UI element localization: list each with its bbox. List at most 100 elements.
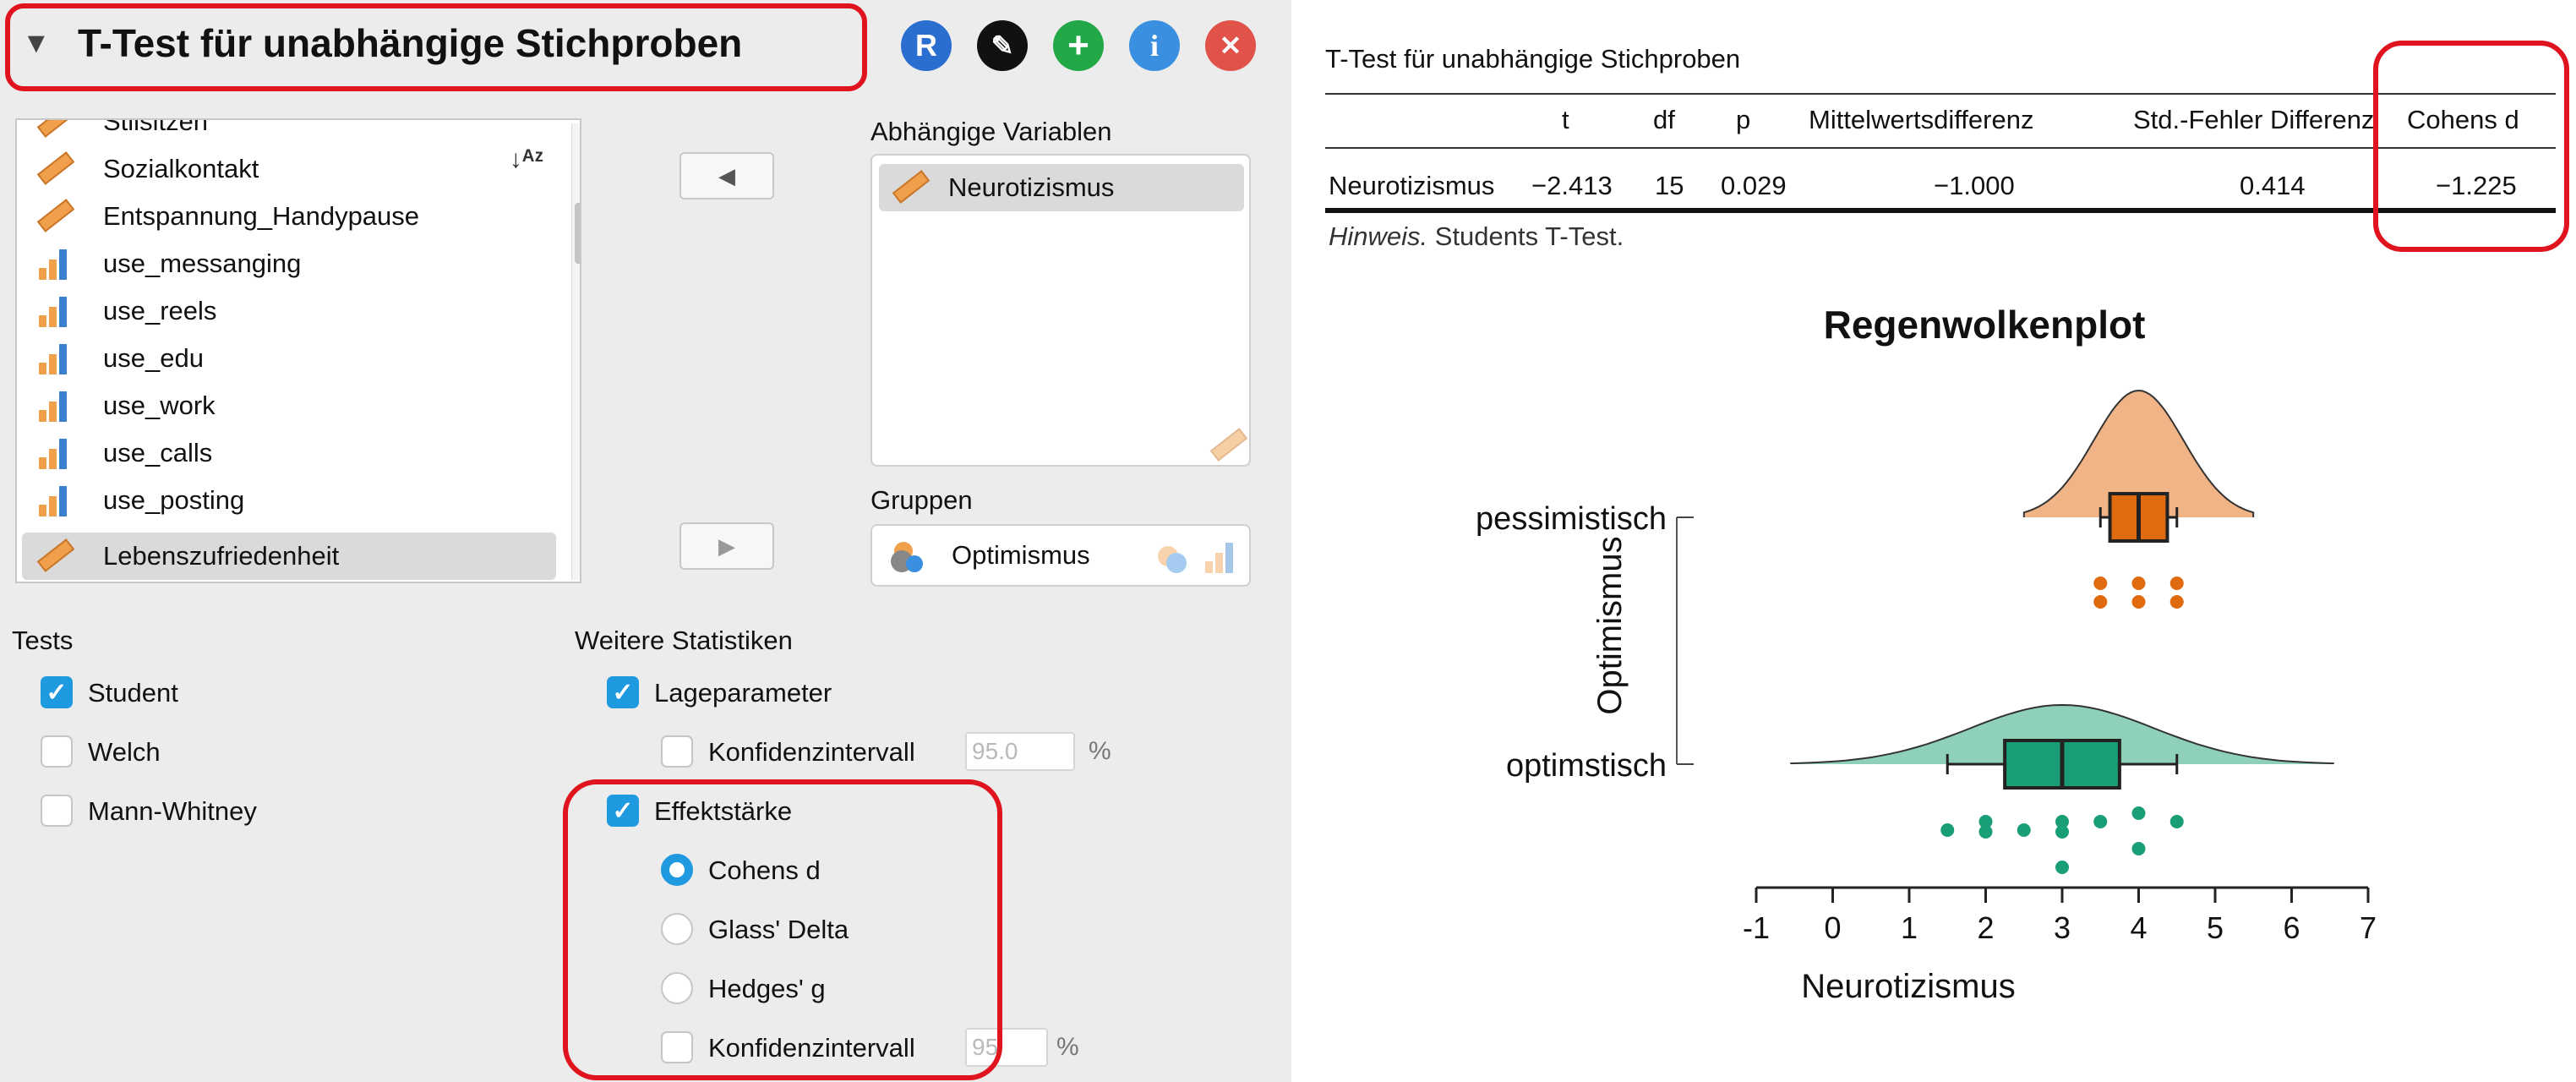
location-ci-percent: % (1089, 737, 1111, 765)
edit-title-button[interactable]: ✎ (977, 20, 1028, 71)
data-point-optimstisch (1978, 825, 1993, 839)
variable-item-use-posting[interactable]: use_posting (17, 477, 558, 524)
nominal-venn-icon (891, 537, 933, 574)
dependent-variable-label: Neurotizismus (948, 172, 1115, 202)
data-point-optimstisch (1978, 815, 1993, 828)
data-point-pessimistisch (2131, 595, 2146, 609)
ordinal-bars-icon (34, 244, 78, 283)
cohens-d-radio[interactable] (661, 854, 693, 886)
raincloud-plot: Regenwolkenplot pessimistisch optimstisch… (1476, 303, 2377, 1005)
plus-icon: + (1067, 25, 1089, 66)
col-header-cohens-d: Cohens d (2407, 105, 2519, 134)
scale-ruler-icon (889, 168, 933, 207)
effect-size-checkbox[interactable]: ✓ (607, 795, 639, 827)
variable-label: use_messanging (103, 249, 302, 278)
x-tick-label: 7 (2360, 910, 2377, 945)
additional-statistics-label: Weitere Statistiken (575, 626, 793, 655)
info-button[interactable]: i (1129, 20, 1180, 71)
row-variable: Neurotizismus (1329, 171, 1495, 200)
dependent-variables-box[interactable]: Neurotizismus (870, 154, 1251, 467)
allowed-types-icon (1158, 538, 1242, 577)
grouping-variable-label: Gruppen (870, 485, 973, 515)
analysis-title: T-Test für unabhängige Stichproben (78, 21, 743, 65)
cohens-d-label: Cohens d (708, 855, 821, 885)
mann-whitney-label: Mann-Whitney (88, 796, 257, 826)
data-point-optimstisch (2093, 815, 2108, 828)
scale-type-hint-icon (1207, 426, 1248, 462)
variable-item-use-reels[interactable]: use_reels (17, 287, 558, 335)
data-point-pessimistisch (2093, 577, 2108, 590)
ordinal-bars-icon (34, 481, 78, 520)
data-point-pessimistisch (2169, 577, 2184, 590)
y-tick-label-pessimistisch: pessimistisch (1476, 501, 1667, 537)
variable-item-stilsitzen[interactable]: Stilsitzen (17, 120, 558, 145)
variable-item-sozialkontakt[interactable]: Sozialkontakt (17, 145, 558, 193)
close-analysis-button[interactable]: ✕ (1205, 20, 1256, 71)
density-cloud-optimstisch (1790, 703, 2334, 765)
data-point-pessimistisch (2169, 595, 2184, 609)
collapse-triangle-icon[interactable]: ▼ (22, 27, 51, 59)
table-bottom-rule (1325, 208, 2556, 213)
table-header-rule (1325, 147, 2556, 149)
variable-item-use-work[interactable]: use_work (17, 382, 558, 429)
data-point-optimstisch (2055, 825, 2069, 839)
grouping-variable-value: Optimismus (952, 540, 1090, 570)
effect-ci-checkbox[interactable] (661, 1031, 693, 1063)
variable-item-use-calls[interactable]: use_calls (17, 429, 558, 477)
student-checkbox[interactable]: ✓ (41, 676, 73, 708)
location-ci-input[interactable]: 95.0 (965, 732, 1075, 771)
scale-ruler-icon (34, 150, 78, 189)
variable-list[interactable]: Stilsitzen Sozialkontakt Entspannung_Han… (15, 118, 581, 583)
data-point-optimstisch (1940, 823, 1955, 837)
variable-item-use-messanging[interactable]: use_messanging (17, 240, 558, 287)
cell-df: 15 (1655, 171, 1684, 200)
variable-label: use_reels (103, 296, 217, 325)
edit-icon: ✎ (991, 30, 1014, 61)
x-tick-label: 3 (2054, 910, 2071, 945)
variable-label: use_posting (103, 485, 245, 515)
location-parameter-checkbox[interactable]: ✓ (607, 676, 639, 708)
r-syntax-button[interactable]: R (901, 20, 952, 71)
scrollbar-thumb[interactable] (575, 203, 580, 264)
variable-item-entspannung-handypause[interactable]: Entspannung_Handypause (17, 193, 558, 240)
density-cloud-pessimistisch (2022, 389, 2255, 518)
variable-label: use_work (103, 391, 216, 420)
table-top-rule (1325, 93, 2556, 95)
variable-label: Lebenszufriedenheit (103, 541, 340, 571)
variable-list-scrollbar[interactable] (571, 123, 580, 580)
note-label: Hinweis. (1329, 221, 1428, 251)
dependent-variables-label: Abhängige Variablen (870, 117, 1112, 146)
variable-item-use-edu[interactable]: use_edu (17, 335, 558, 382)
cell-se-diff: 0.414 (2240, 171, 2306, 200)
title-highlight-box (5, 3, 867, 91)
results-panel: T-Test für unabhängige Stichproben t df … (1291, 0, 2576, 1082)
duplicate-analysis-button[interactable]: + (1053, 20, 1104, 71)
glass-delta-radio[interactable] (661, 913, 693, 945)
x-tick-label: 2 (1977, 910, 1994, 945)
variable-item-lebenszufriedenheit[interactable]: Lebenszufriedenheit (22, 533, 556, 580)
sort-az-icon[interactable]: ↓ᴬᶻ (509, 145, 544, 173)
mann-whitney-checkbox[interactable] (41, 795, 73, 827)
variable-label: use_edu (103, 343, 204, 373)
assign-group-button[interactable]: ▶ (679, 522, 774, 570)
effect-size-highlight-box (563, 779, 1002, 1080)
welch-checkbox[interactable] (41, 735, 73, 768)
col-header-p: p (1736, 105, 1751, 134)
x-tick-label: 5 (2207, 910, 2224, 945)
data-point-optimstisch (2017, 823, 2031, 837)
data-point-optimstisch (2169, 815, 2184, 828)
location-ci-checkbox[interactable] (661, 735, 693, 768)
variable-label: Sozialkontakt (103, 154, 259, 183)
dependent-variable-item[interactable]: Neurotizismus (879, 164, 1244, 211)
hedges-g-radio[interactable] (661, 972, 693, 1004)
student-label: Student (88, 678, 178, 708)
plot-title: Regenwolkenplot (1824, 303, 2146, 347)
info-icon: i (1149, 29, 1159, 63)
grouping-variable-box[interactable]: Optimismus (870, 524, 1251, 587)
close-icon: ✕ (1219, 30, 1242, 61)
location-ci-label: Konfidenzintervall (708, 737, 915, 767)
remove-dependent-button[interactable]: ◀ (679, 152, 774, 199)
note-text: Students T-Test. (1427, 221, 1624, 251)
scale-ruler-icon (34, 197, 78, 236)
variable-label: use_calls (103, 438, 213, 467)
